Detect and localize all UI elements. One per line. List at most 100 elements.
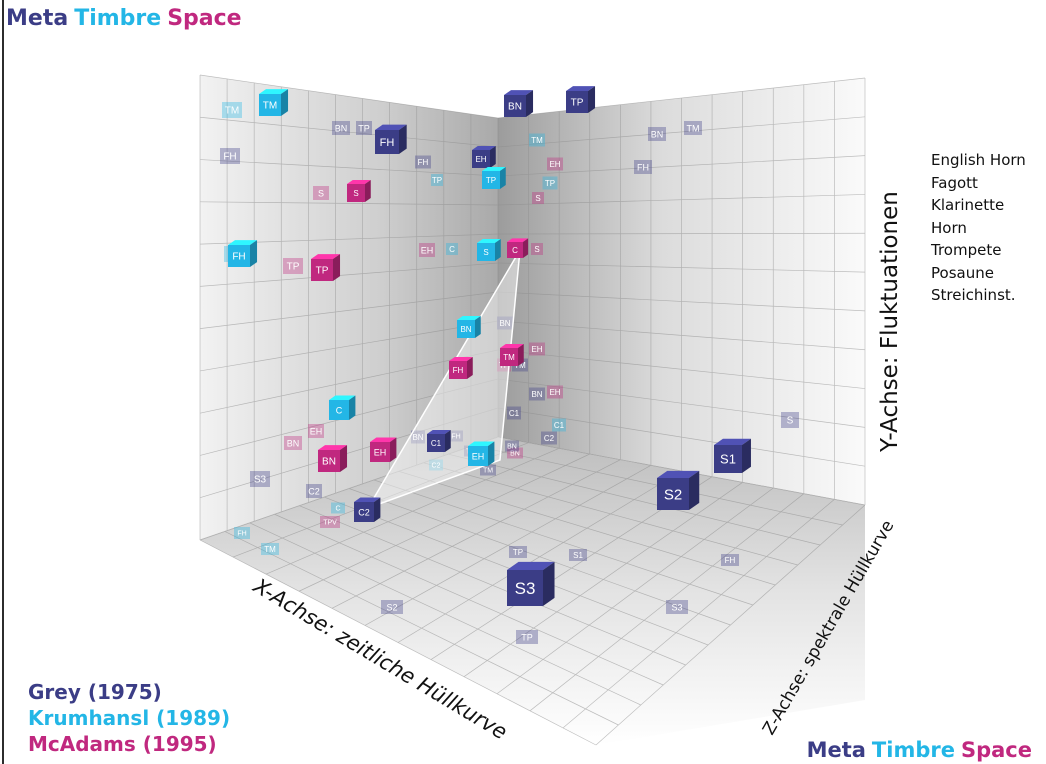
projection-label: S1 (573, 551, 583, 560)
projection-tile (497, 316, 513, 330)
projection-tile (308, 424, 324, 438)
left-wall-plane (200, 75, 498, 540)
instrument-block: TP (482, 166, 506, 189)
projection-label: BN (499, 319, 510, 328)
block-top-face (311, 254, 341, 259)
grid-line (199, 201, 499, 206)
projection-tile (531, 243, 543, 255)
block-label: TP (486, 176, 496, 185)
projection-tile (542, 176, 558, 190)
projection-tile (381, 600, 403, 614)
instrument-item: Klarinette (931, 196, 1005, 214)
projection-marker: C2 (429, 459, 443, 471)
grid-line (497, 378, 866, 428)
projection-tile (547, 385, 563, 399)
projection-label: BN (507, 444, 517, 451)
grid-line (199, 407, 499, 499)
projection-label: TP (513, 548, 523, 557)
projection-tile (648, 127, 666, 141)
grid-line (496, 487, 774, 695)
projection-marker: FH (234, 527, 250, 539)
block-label: BN (322, 457, 336, 468)
instrument-block: S1 (714, 438, 751, 473)
block-label: S1 (720, 452, 736, 467)
left-border-rule (2, 0, 4, 764)
projection-marker: TP (509, 546, 527, 558)
block-label: TP (316, 266, 329, 277)
brand-word-timbre: Timbre (871, 738, 955, 762)
block-side-face (495, 238, 501, 261)
instrument-block: BN (457, 315, 481, 338)
grid-line (497, 407, 866, 467)
block-front-face (500, 348, 518, 366)
projection-tile (283, 258, 303, 274)
projection-tile (529, 133, 545, 147)
projection-label: C2 (308, 486, 320, 496)
projection-tile (415, 155, 431, 169)
grid-line (497, 77, 866, 119)
instrument-block: BN (318, 445, 348, 472)
brand-word-meta: Meta (806, 738, 866, 762)
projection-label: TP (432, 176, 442, 185)
projection-tile (449, 430, 463, 442)
projection-marker: FH (220, 148, 240, 164)
projection-marker: BN (507, 447, 523, 459)
projection-label: C (449, 245, 455, 254)
projection-marker: TM (529, 133, 545, 147)
block-top-face (427, 429, 451, 434)
projection-marker: S (532, 192, 544, 204)
instrument-block: TM (259, 89, 289, 116)
projection-marker: TP (283, 258, 303, 274)
block-label: S2 (664, 486, 682, 503)
projection-tile (480, 464, 496, 476)
projection-marker: BN (332, 121, 350, 135)
block-side-face (488, 441, 495, 466)
projection-marker: C2 (306, 484, 322, 498)
block-front-face (375, 130, 399, 154)
block-front-face (477, 243, 495, 261)
instrument-block: FH (449, 356, 473, 379)
projection-marker: TP (356, 121, 372, 135)
grid-line (331, 459, 621, 609)
block-label: EH (374, 447, 387, 457)
projection-tile (529, 387, 545, 401)
block-label: TM (263, 101, 277, 112)
projection-marker: BN (284, 436, 302, 450)
instrument-item: Horn (931, 218, 967, 237)
grid-line (199, 291, 499, 329)
block-top-face (482, 166, 506, 171)
block-side-face (588, 86, 596, 113)
instrument-block: S (347, 179, 371, 202)
projection-label: BN (335, 123, 348, 133)
projection-label: C (335, 506, 340, 513)
block-front-face (329, 400, 349, 420)
grid-line (265, 448, 560, 575)
block-front-face (427, 434, 445, 452)
block-side-face (742, 438, 751, 473)
grid-line (364, 465, 652, 626)
projection-tile (446, 243, 458, 255)
projection-marker: BN (505, 440, 519, 452)
grid-line (199, 349, 499, 414)
projection-marker: C (446, 243, 458, 255)
projection-label: EH (531, 345, 542, 354)
block-side-face (390, 437, 397, 462)
block-label: S3 (515, 579, 536, 598)
block-top-face (449, 356, 473, 361)
block-front-face (657, 478, 689, 510)
projection-markers: TMFHBNTPFHSFHTPEHTMEHTPSSCBNFHTMBNEHC1C2… (220, 102, 799, 644)
projection-label: TPV (323, 520, 337, 527)
grid-line (199, 320, 499, 372)
projection-tile (234, 527, 250, 539)
instrument-block: EH (472, 145, 496, 168)
projection-tile (250, 471, 270, 487)
block-top-face (228, 240, 258, 245)
block-top-face (500, 343, 524, 348)
instrument-block: TP (566, 86, 596, 113)
block-front-face (504, 95, 526, 117)
instrument-block: EH (370, 437, 397, 462)
block-label: BN (508, 102, 522, 113)
projection-marker: FH (634, 160, 652, 174)
projection-label: BN (510, 451, 520, 458)
projection-marker: S2 (381, 600, 403, 614)
